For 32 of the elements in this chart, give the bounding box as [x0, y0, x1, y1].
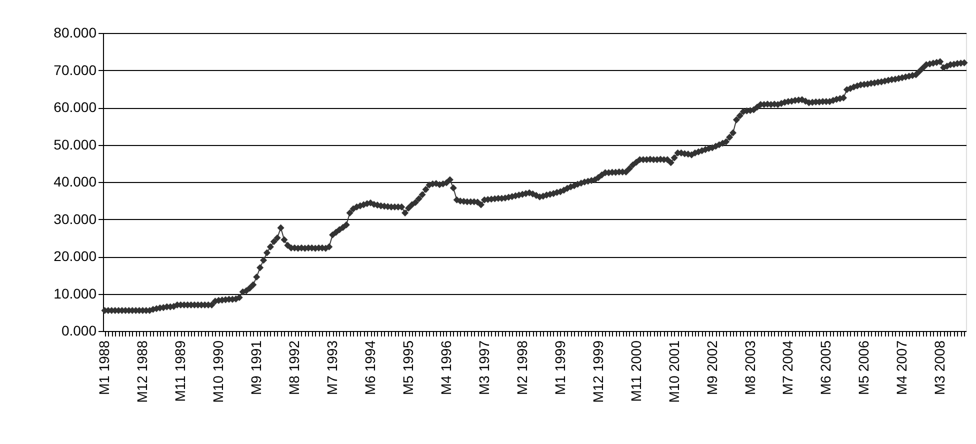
- y-tick-label: 70.000: [54, 62, 97, 78]
- x-tick-label: M8 1992: [286, 340, 302, 395]
- y-tick-label: 0.000: [61, 322, 97, 338]
- x-tick-label: M2 1998: [514, 340, 530, 395]
- x-tick-label: M3 1997: [476, 340, 492, 395]
- y-tick-label: 80.000: [54, 24, 97, 40]
- x-tick-label: M5 1995: [400, 340, 416, 395]
- y-tick-label: 60.000: [54, 99, 97, 115]
- x-tick-label: M6 2005: [818, 340, 834, 395]
- x-tick-label: M9 2002: [704, 340, 720, 395]
- x-tick-label: M5 2006: [856, 340, 872, 395]
- x-tick-label: M7 1993: [324, 340, 340, 395]
- x-tick-label: M11 2000: [628, 340, 644, 402]
- x-tick-label: M10 2001: [666, 340, 682, 403]
- x-tick-label: M3 2008: [932, 340, 948, 395]
- y-tick-label: 50.000: [54, 136, 97, 152]
- x-tick-label: M1 1988: [96, 340, 112, 395]
- x-tick-label: M1 1999: [552, 340, 568, 395]
- y-tick-label: 30.000: [54, 210, 97, 227]
- x-tick-label: M8 2003: [742, 340, 758, 395]
- x-tick-label: M10 1990: [210, 340, 226, 403]
- x-tick-label: M9 1991: [248, 340, 264, 395]
- x-tick-label: M6 1994: [362, 340, 378, 395]
- y-tick-label: 10.000: [54, 285, 97, 302]
- x-tick-label: M12 1988: [134, 340, 150, 403]
- x-tick-label: M4 1996: [438, 340, 454, 395]
- y-tick-label: 40.000: [54, 174, 97, 190]
- x-tick-label: M7 2004: [780, 340, 796, 395]
- y-tick-label: 20.000: [54, 248, 97, 264]
- x-tick-label: M12 1999: [590, 340, 606, 403]
- x-tick-label: M11 1989: [172, 340, 188, 402]
- x-tick-label: M4 2007: [894, 340, 910, 395]
